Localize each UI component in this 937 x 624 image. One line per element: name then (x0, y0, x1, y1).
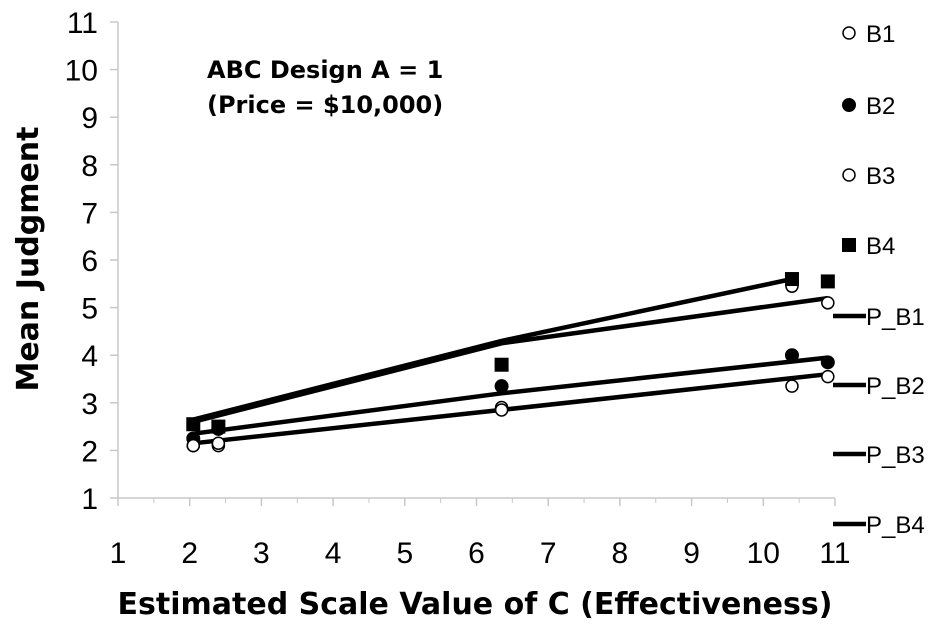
point-b4 (211, 419, 226, 434)
y-tick-label: 2 (81, 435, 98, 468)
y-tick-labels: 1 2 3 4 5 6 7 8 9 10 11 (65, 7, 98, 516)
fitted-lines (192, 276, 829, 446)
legend-label-b1: B1 (866, 21, 895, 48)
point-b3 (211, 436, 226, 451)
legend-label-b2: B2 (866, 93, 895, 120)
axis-ticks (110, 21, 836, 506)
series-line-p-b2 (193, 355, 829, 436)
series-line-p-b4 (192, 276, 793, 422)
point-b3 (821, 369, 835, 384)
legend-marker-b3 (842, 168, 856, 182)
x-tick-label: 10 (747, 537, 780, 570)
x-tick-label: 1 (110, 537, 127, 570)
annotation-line-2: (Price = $10,000) (207, 91, 443, 119)
point-b3 (494, 403, 509, 417)
point-b4 (186, 417, 201, 432)
y-tick-label: 10 (65, 55, 98, 88)
point-b3 (785, 379, 799, 393)
point-b4 (820, 274, 835, 289)
data-points (186, 272, 835, 453)
y-tick-label: 5 (81, 293, 98, 326)
legend-label-p-b4: P_B4 (866, 512, 925, 539)
point-b2 (784, 348, 799, 363)
legend-label-p-b1: P_B1 (866, 304, 925, 331)
x-tick-label: 3 (253, 537, 270, 570)
y-axis-title: Mean Judgment (11, 126, 46, 391)
point-b2 (494, 379, 509, 394)
x-tick-label: 11 (819, 537, 850, 570)
legend-label-p-b3: P_B3 (866, 442, 925, 469)
y-tick-label: 9 (81, 102, 98, 135)
x-tick-label: 2 (181, 537, 198, 570)
series-line-p-b3 (193, 371, 829, 446)
point-b4 (494, 357, 509, 372)
x-axis-title: Estimated Scale Value of C (Effectivenes… (118, 587, 833, 622)
point-b1 (821, 296, 835, 310)
legend-label-p-b2: P_B2 (866, 373, 925, 400)
y-tick-label: 1 (81, 483, 98, 516)
y-tick-label: 8 (81, 150, 98, 183)
legend-marker-b1 (842, 26, 856, 40)
y-tick-label: 4 (81, 340, 98, 373)
x-tick-label: 7 (540, 537, 557, 570)
annotation-line-1: ABC Design A = 1 (207, 56, 443, 84)
x-tick-label: 4 (325, 537, 342, 570)
legend: B1 B2 B3 B4 P_B1 P_B2 P_B3 P_B4 (833, 21, 925, 539)
legend-marker-b4 (842, 238, 856, 252)
legend-label-b3: B3 (866, 163, 895, 190)
legend-label-b4: B4 (866, 233, 895, 260)
x-tick-label: 9 (683, 537, 700, 570)
point-b3 (186, 438, 201, 453)
y-tick-label: 11 (67, 7, 98, 40)
y-tick-label: 7 (81, 197, 98, 230)
y-tick-label: 3 (81, 388, 98, 421)
x-tick-label: 8 (612, 537, 629, 570)
point-b4 (784, 272, 799, 287)
point-b2 (820, 355, 835, 370)
legend-marker-b2 (842, 98, 856, 112)
y-tick-label: 6 (81, 245, 98, 278)
x-tick-labels: 1 2 3 4 5 6 7 8 9 10 11 (110, 537, 851, 570)
series-line-p-b1 (192, 295, 829, 424)
x-tick-label: 6 (468, 537, 485, 570)
x-tick-label: 5 (396, 537, 413, 570)
